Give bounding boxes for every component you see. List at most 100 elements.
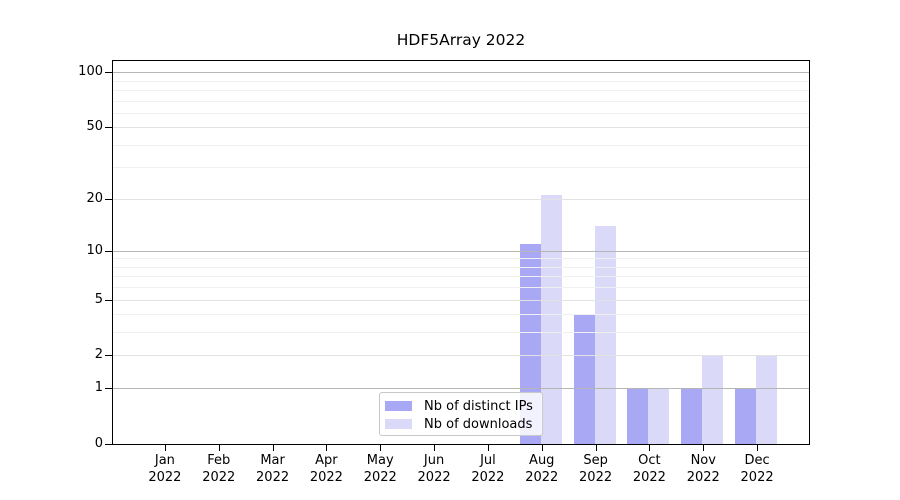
chart-title: HDF5Array 2022	[396, 31, 526, 49]
gridline-minor-30	[113, 167, 809, 169]
bar-downloads-aug	[540, 194, 562, 444]
x-tick-label-nov: Nov 2022	[671, 452, 735, 486]
x-tick-month: Nov	[690, 453, 716, 468]
y-tick-mark-20	[105, 198, 112, 200]
x-tick-mark-jun	[434, 445, 436, 451]
x-tick-label-jul: Jul 2022	[456, 452, 520, 486]
y-tick-label-50: 50	[86, 119, 103, 135]
y-tick-mark-2	[105, 355, 112, 357]
x-tick-label-aug: Aug 2022	[510, 452, 574, 486]
x-tick-year: 2022	[471, 470, 505, 485]
x-tick-mark-feb	[218, 445, 220, 451]
x-tick-mark-dec	[757, 445, 759, 451]
x-tick-month: Mar	[260, 453, 285, 468]
x-tick-year: 2022	[525, 470, 559, 485]
gridline-labeled-20	[113, 198, 809, 200]
x-tick-year: 2022	[686, 470, 720, 485]
x-tick-label-mar: Mar 2022	[241, 452, 305, 486]
bar-distinct-ips-dec	[735, 388, 757, 444]
x-tick-year: 2022	[363, 470, 397, 485]
x-tick-year: 2022	[202, 470, 236, 485]
x-tick-month: Aug	[529, 453, 555, 468]
x-tick-label-oct: Oct 2022	[617, 452, 681, 486]
x-tick-month: Dec	[744, 453, 770, 468]
x-tick-mark-jan	[164, 445, 166, 451]
x-tick-month: May	[366, 453, 394, 468]
gridline-minor-80	[113, 89, 809, 91]
x-tick-mark-sep	[595, 445, 597, 451]
x-tick-month: Jun	[423, 453, 445, 468]
gridline-minor-7	[113, 276, 809, 278]
gridline-minor-60	[113, 112, 809, 114]
bar-downloads-nov	[702, 355, 724, 444]
x-tick-month: Jul	[480, 453, 496, 468]
x-tick-year: 2022	[148, 470, 182, 485]
plot-area	[112, 60, 810, 445]
x-tick-label-jan: Jan 2022	[133, 452, 197, 486]
x-tick-year: 2022	[309, 470, 343, 485]
bar-distinct-ips-nov	[681, 388, 703, 444]
bar-downloads-dec	[756, 355, 778, 444]
y-tick-mark-0	[105, 444, 112, 445]
x-tick-label-dec: Dec 2022	[725, 452, 789, 486]
x-tick-label-may: May 2022	[348, 452, 412, 486]
gridline-minor-9	[113, 258, 809, 260]
x-tick-mark-oct	[649, 445, 651, 451]
x-tick-mark-mar	[272, 445, 274, 451]
legend: Nb of distinct IPs Nb of downloads	[379, 392, 543, 436]
y-tick-mark-100	[105, 72, 112, 74]
x-tick-year: 2022	[417, 470, 451, 485]
x-tick-mark-apr	[326, 445, 328, 451]
y-tick-mark-10	[105, 250, 112, 252]
gridline-minor-3	[113, 332, 809, 334]
gridline-minor-8	[113, 266, 809, 268]
y-tick-label-10: 10	[86, 242, 103, 258]
gridline-minor-4	[113, 314, 809, 316]
x-tick-year: 2022	[256, 470, 290, 485]
y-tick-label-100: 100	[78, 64, 103, 80]
x-tick-month: Feb	[207, 453, 231, 468]
grid-layer	[113, 61, 809, 444]
gridline-labeled-50	[113, 127, 809, 129]
y-tick-label-5: 5	[94, 291, 103, 307]
y-tick-label-20: 20	[86, 190, 103, 206]
x-tick-month: Sep	[583, 453, 608, 468]
x-tick-mark-jul	[487, 445, 489, 451]
gridline-minor-70	[113, 100, 809, 102]
x-tick-year: 2022	[632, 470, 666, 485]
x-tick-month: Apr	[315, 453, 338, 468]
x-tick-mark-may	[380, 445, 382, 451]
x-tick-label-feb: Feb 2022	[187, 452, 251, 486]
y-tick-label-1: 1	[94, 380, 103, 396]
bar-distinct-ips-oct	[627, 388, 649, 444]
legend-label-downloads: Nb of downloads	[424, 416, 533, 432]
bar-distinct-ips-sep	[573, 314, 595, 444]
x-tick-mark-nov	[703, 445, 705, 451]
gridline-decade-100	[113, 72, 809, 74]
legend-item-downloads: Nb of downloads	[385, 415, 536, 433]
x-tick-label-sep: Sep 2022	[564, 452, 628, 486]
y-tick-label-0: 0	[94, 436, 103, 451]
x-tick-year: 2022	[579, 470, 613, 485]
gridline-decade-1	[113, 388, 809, 390]
x-tick-label-jun: Jun 2022	[402, 452, 466, 486]
y-tick-mark-1	[105, 388, 112, 390]
gridline-decade-10	[113, 250, 809, 252]
legend-item-distinct-ips: Nb of distinct IPs	[385, 397, 536, 415]
bars-layer	[113, 61, 809, 444]
y-tick-label-2: 2	[94, 347, 103, 363]
bar-downloads-sep	[594, 225, 616, 444]
x-tick-year: 2022	[740, 470, 774, 485]
legend-label-distinct-ips: Nb of distinct IPs	[424, 398, 533, 414]
x-tick-mark-aug	[541, 445, 543, 451]
x-tick-month: Jan	[154, 453, 175, 468]
x-tick-label-apr: Apr 2022	[294, 452, 358, 486]
gridline-minor-90	[113, 80, 809, 82]
gridline-labeled-2	[113, 355, 809, 357]
gridline-minor-6	[113, 287, 809, 289]
bar-downloads-oct	[648, 388, 670, 444]
y-tick-mark-5	[105, 299, 112, 301]
gridline-minor-40	[113, 144, 809, 146]
gridline-labeled-5	[113, 299, 809, 301]
